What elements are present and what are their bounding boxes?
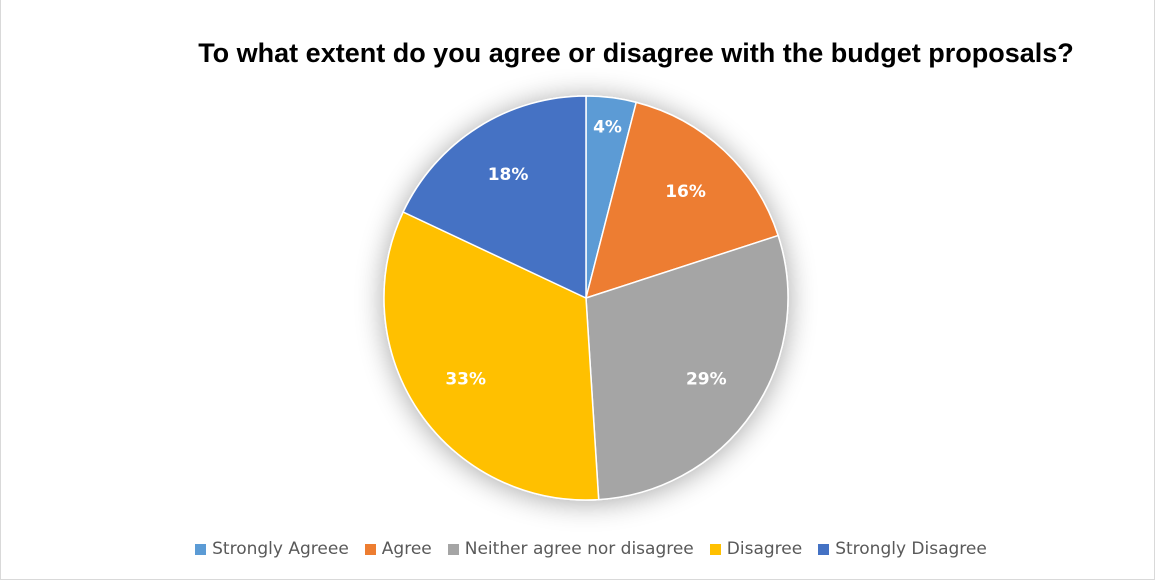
legend-label: Strongly Agreee <box>212 539 349 559</box>
pie-slice-1 <box>584 101 780 300</box>
legend-swatch <box>447 543 459 555</box>
data-label-1: 16% <box>665 182 706 202</box>
legend-label: Agree <box>381 539 432 559</box>
legend-item-2: Neither agree nor disagree <box>447 539 694 559</box>
legend-swatch <box>195 543 207 555</box>
pie-chart: 4% 16% 29% 33% 18% <box>383 95 789 501</box>
legend-item-3: Disagree <box>709 539 803 559</box>
data-label-4: 18% <box>488 165 529 185</box>
legend-label: Neither agree nor disagree <box>464 539 694 559</box>
pie-slice-3 <box>383 210 600 501</box>
legend-item-1: Agree <box>364 539 432 559</box>
legend-swatch <box>709 543 721 555</box>
data-label-2: 29% <box>686 370 727 390</box>
legend-item-4: Strongly Disagree <box>818 539 987 559</box>
chart-title: To what extent do you agree or disagree … <box>198 38 1074 68</box>
legend-swatch <box>818 543 830 555</box>
legend: Strongly Agreee Agree Neither agree nor di… <box>1 539 1155 559</box>
pie-slice-2 <box>585 234 789 501</box>
legend-swatch <box>364 543 376 555</box>
pie-data-labels: 4% 16% 29% 33% 18% <box>445 118 726 390</box>
pie-slices <box>383 95 789 501</box>
pie-slice-4 <box>402 95 587 300</box>
data-label-3: 33% <box>445 370 486 390</box>
legend-label: Disagree <box>726 539 803 559</box>
legend-item-0: Strongly Agreee <box>195 539 349 559</box>
legend-label: Strongly Disagree <box>835 539 987 559</box>
data-label-0: 4% <box>593 118 622 138</box>
